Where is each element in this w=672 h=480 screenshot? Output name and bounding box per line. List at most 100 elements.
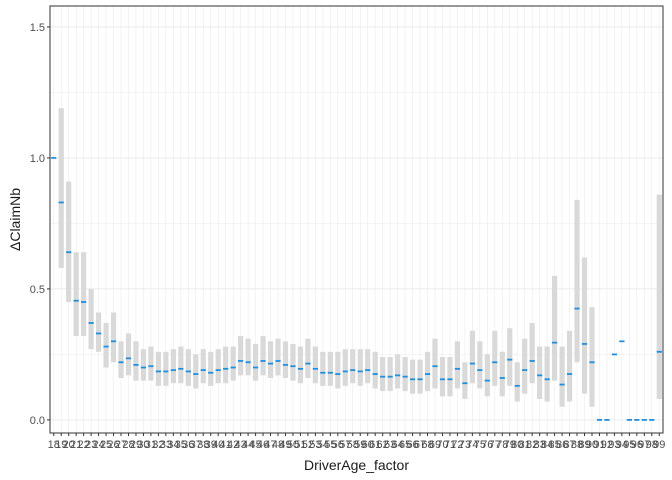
x-tick-label: 21 — [70, 439, 82, 451]
x-tick-label: 70 — [436, 439, 448, 451]
confidence-band — [544, 346, 550, 402]
confidence-band — [357, 349, 363, 386]
confidence-band — [656, 194, 662, 399]
x-axis-ticks: 1819202122232425262728293031323334353637… — [48, 433, 665, 451]
confidence-band — [260, 336, 266, 376]
confidence-band — [335, 351, 341, 389]
confidence-band — [372, 351, 378, 389]
x-tick-label: 22 — [78, 439, 90, 451]
x-tick-label: 85 — [548, 439, 560, 451]
x-tick-label: 32 — [152, 439, 164, 451]
confidence-band — [110, 312, 117, 363]
confidence-band — [492, 330, 498, 386]
x-tick-label: 84 — [541, 439, 553, 451]
x-tick-label: 97 — [638, 439, 650, 451]
x-tick-label: 65 — [399, 439, 411, 451]
confidence-band — [193, 354, 199, 389]
x-tick-label: 94 — [616, 439, 628, 451]
x-tick-label: 59 — [354, 439, 366, 451]
confidence-band — [514, 362, 520, 402]
x-tick-label: 35 — [175, 439, 187, 451]
x-tick-label: 83 — [534, 439, 546, 451]
x-tick-label: 18 — [48, 439, 60, 451]
y-axis-title: ΔClaimNb — [7, 188, 23, 251]
x-tick-label: 52 — [302, 439, 314, 451]
confidence-band — [297, 346, 304, 384]
x-tick-label: 73 — [459, 439, 471, 451]
x-tick-label: 56 — [332, 439, 344, 451]
x-tick-label: 66 — [406, 439, 418, 451]
confidence-band — [185, 349, 191, 386]
x-tick-label: 46 — [257, 439, 269, 451]
x-tick-label: 23 — [85, 439, 97, 451]
x-tick-label: 71 — [444, 439, 456, 451]
confidence-band — [148, 346, 154, 381]
confidence-band — [522, 338, 528, 394]
x-tick-label: 30 — [137, 439, 149, 451]
y-tick-label: 1.0 — [30, 153, 45, 165]
x-tick-label: 72 — [451, 439, 463, 451]
x-tick-label: 78 — [496, 439, 508, 451]
x-tick-label: 49 — [279, 439, 291, 451]
x-tick-label: 40 — [212, 439, 224, 451]
x-tick-label: 53 — [309, 439, 321, 451]
confidence-band — [223, 346, 229, 384]
x-tick-label: 89 — [578, 439, 590, 451]
confidence-band — [395, 354, 401, 389]
confidence-band — [66, 181, 72, 303]
x-tick-label: 25 — [100, 439, 112, 451]
confidence-band — [462, 362, 468, 399]
confidence-band — [290, 343, 296, 381]
x-tick-label: 50 — [287, 439, 299, 451]
x-tick-label: 62 — [377, 439, 389, 451]
x-tick-label: 34 — [167, 439, 179, 451]
confidence-band — [327, 351, 333, 386]
confidence-band — [320, 351, 326, 386]
x-tick-label: 90 — [586, 439, 598, 451]
confidence-band — [245, 338, 251, 376]
confidence-band — [312, 346, 318, 384]
confidence-band — [589, 307, 595, 407]
confidence-band — [163, 351, 169, 386]
x-tick-label: 67 — [414, 439, 426, 451]
x-tick-label: 86 — [556, 439, 568, 451]
confidence-band — [95, 312, 102, 352]
x-tick-label: 92 — [601, 439, 613, 451]
confidence-band — [140, 349, 147, 381]
x-axis-title: DriverAge_factor — [304, 457, 409, 473]
confidence-band — [387, 357, 393, 392]
confidence-band — [529, 322, 535, 384]
x-tick-label: 42 — [227, 439, 239, 451]
x-tick-label: 82 — [526, 439, 538, 451]
confidence-band — [507, 328, 513, 386]
confidence-band — [230, 346, 236, 381]
x-tick-label: 79 — [504, 439, 516, 451]
x-tick-label: 69 — [429, 439, 441, 451]
x-tick-label: 64 — [391, 439, 403, 451]
confidence-band — [125, 333, 132, 376]
point-estimates — [51, 157, 662, 421]
x-tick-label: 76 — [481, 439, 493, 451]
confidence-band — [469, 330, 475, 384]
confidence-band — [499, 351, 505, 397]
x-tick-label: 29 — [130, 439, 142, 451]
y-tick-label: 0.5 — [30, 284, 45, 296]
confidence-band — [200, 349, 206, 384]
x-tick-label: 57 — [339, 439, 351, 451]
confidence-band — [155, 351, 161, 386]
x-tick-label: 54 — [317, 439, 329, 451]
x-tick-label: 37 — [190, 439, 202, 451]
x-tick-label: 77 — [489, 439, 501, 451]
confidence-band — [537, 346, 543, 399]
confidence-band — [282, 341, 289, 378]
confidence-band — [238, 336, 244, 376]
confidence-band — [447, 357, 453, 397]
x-tick-label: 93 — [608, 439, 620, 451]
confidence-band — [477, 341, 483, 389]
confidence-band — [365, 349, 371, 384]
confidence-band — [342, 349, 348, 386]
x-tick-label: 45 — [249, 439, 261, 451]
confidence-band — [133, 341, 139, 381]
x-tick-label: 61 — [369, 439, 381, 451]
